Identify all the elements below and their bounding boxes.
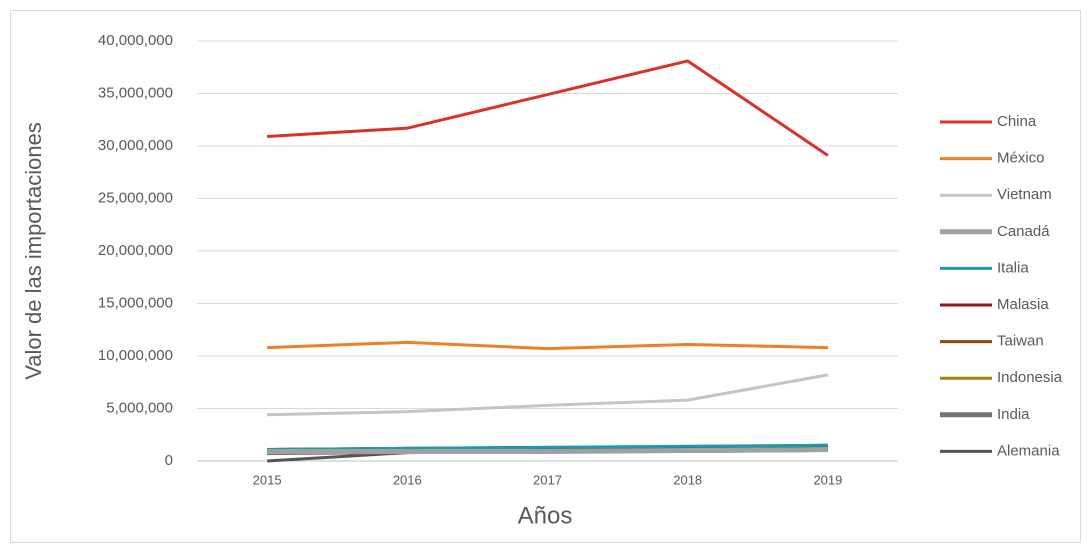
series-line [267,340,828,351]
x-axis-title: Años [518,502,573,529]
series-line [267,446,828,455]
legend-label: China [997,113,1037,130]
legend-label: Taiwan [997,333,1044,350]
legend-label: India [997,406,1030,423]
legend-label: Malasia [997,296,1049,313]
legend-label: Vietnam [997,186,1052,203]
y-tick-label: 20,000,000 [98,242,173,259]
legend-label: Indonesia [997,369,1063,386]
y-tick-label: 0 [165,452,173,469]
series-line [267,59,829,157]
x-tick-label: 2015 [253,472,282,487]
legend-label: Alemania [997,442,1060,459]
x-tick-label: 2017 [533,472,562,487]
legend-label: México [997,150,1045,167]
legend-label: Canadá [997,223,1050,240]
y-tick-label: 25,000,000 [98,189,173,206]
series-line [267,373,829,417]
x-tick-label: 2018 [673,472,702,487]
y-axis-title: Valor de las importaciones [21,122,46,380]
y-tick-label: 10,000,000 [98,347,173,364]
y-tick-label: 35,000,000 [98,84,173,101]
y-tick-label: 15,000,000 [98,294,173,311]
legend-label: Italia [997,259,1029,276]
series-line [267,443,828,451]
y-tick-label: 40,000,000 [98,32,173,49]
y-tick-label: 5,000,000 [106,399,173,416]
x-tick-label: 2016 [393,472,422,487]
x-tick-label: 2019 [813,472,842,487]
y-tick-label: 30,000,000 [98,137,173,154]
